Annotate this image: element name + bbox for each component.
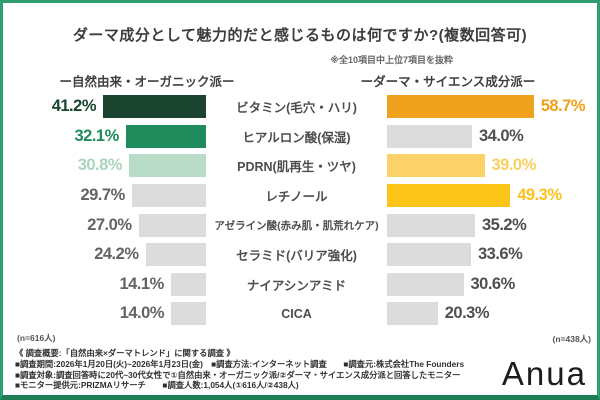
left-bar [170, 272, 206, 296]
left-percent-label: 27.0% [87, 215, 132, 234]
right-bar-cell: 39.0% [387, 154, 597, 178]
right-bar-cell: 34.0% [387, 124, 597, 148]
footer-line: ■モニター提供元:PRIZMAリサーチ ■調査人数:1,054人(①616人/②… [15, 380, 299, 391]
left-bar-cell: 27.0% [3, 213, 206, 237]
right-bar-cell: 30.6% [387, 272, 597, 296]
category-label: ビタミン(毛穴・ハリ) [236, 101, 357, 116]
right-percent-label: 30.6% [470, 274, 516, 293]
right-bar [387, 243, 471, 267]
top7-note: ※全10項目中上位7項目を抜粋 [330, 55, 453, 65]
chart-row: 41.2% ビタミン(毛穴・ハリ) 58.7% [3, 92, 597, 122]
right-bar-cell: 49.3% [387, 184, 597, 208]
right-group-header: ーダーマ・サイエンス成分派ー [360, 75, 536, 89]
right-bar-cell: 20.3% [387, 302, 597, 326]
chart-row: 29.7% レチノール 49.3% [3, 181, 597, 211]
left-bar-cell: 24.2% [3, 243, 206, 267]
left-bar [138, 213, 206, 237]
left-percent-label: 32.1% [74, 126, 119, 145]
footer-line: ■調査期間:2026年1月20日(火)~2026年1月23日(金) ■調査方法:… [15, 358, 465, 369]
right-percent-label: 35.2% [482, 215, 527, 234]
left-bar [125, 124, 206, 148]
right-bar-cell: 58.7% [387, 95, 597, 119]
page-title: ダーマ成分として魅力的だと感じるものは何ですか?(複数回答可) [72, 27, 528, 44]
left-bar-cell: 30.8% [3, 154, 206, 178]
left-bar-cell: 14.1% [3, 272, 206, 296]
category-label: CICA [281, 306, 312, 321]
right-sample-size-label: (n=438人) [552, 334, 592, 344]
left-bar [145, 243, 206, 267]
right-bar [387, 272, 464, 296]
left-bar-cell: 29.7% [3, 184, 206, 208]
right-bar [387, 154, 485, 178]
right-bar [387, 124, 472, 148]
left-percent-label: 14.1% [119, 274, 164, 293]
footer-line: ■調査対象:調査回答時に20代~30代女性で①自然由来・オーガニック派/②ダーマ… [15, 369, 461, 380]
chart-row: 32.1% ヒアルロン酸(保湿) 34.0% [3, 122, 597, 152]
left-bar [129, 154, 206, 178]
right-percent-label: 58.7% [540, 97, 586, 116]
chart-row: 24.2% セラミド(バリア強化) 33.6% [3, 240, 597, 270]
right-percent-label: 39.0% [491, 156, 537, 175]
left-bar [131, 184, 206, 208]
mirrored-bar-chart: 41.2% ビタミン(毛穴・ハリ) 58.7% 32.1% ヒアルロン酸(保湿)… [3, 92, 597, 329]
category-label: セラミド(バリア強化) [236, 249, 357, 264]
left-bar-cell: 32.1% [3, 124, 206, 148]
left-bar-cell: 14.0% [3, 302, 206, 326]
right-bar [387, 213, 475, 237]
left-bar [103, 95, 206, 119]
right-percent-label: 49.3% [517, 186, 562, 205]
category-label: ヒアルロン酸(保湿) [242, 130, 351, 145]
left-percent-label: 24.2% [94, 245, 139, 264]
left-percent-label: 14.0% [119, 304, 165, 323]
chart-row: 30.8% PDRN(肌再生・ツヤ) 39.0% [3, 151, 597, 181]
left-percent-label: 41.2% [51, 97, 97, 116]
left-bar-cell: 41.2% [3, 95, 206, 119]
right-bar-cell: 35.2% [387, 213, 597, 237]
right-bar [387, 95, 534, 119]
left-percent-label: 30.8% [77, 156, 123, 175]
right-percent-label: 34.0% [479, 126, 524, 145]
category-label: アゼライン酸(赤み肌・肌荒れケア) [214, 219, 379, 232]
right-bar [387, 184, 511, 208]
left-percent-label: 29.7% [80, 186, 125, 205]
category-label: レチノール [265, 190, 328, 205]
anua-logo: Anua [501, 355, 587, 392]
left-bar [171, 302, 206, 326]
chart-row: 27.0% アゼライン酸(赤み肌・肌荒れケア) 35.2% [3, 210, 597, 240]
footer-line: 《 調査概要:「自然由来×ダーマトレンド」に関する調査 》 [15, 348, 235, 358]
right-bar-cell: 33.6% [387, 243, 597, 267]
right-bar [387, 302, 438, 326]
category-label: ナイアシンアミド [246, 278, 347, 293]
category-label: PDRN(肌再生・ツヤ) [237, 160, 356, 175]
chart-row: 14.0% CICA 20.3% [3, 299, 597, 329]
right-percent-label: 20.3% [444, 304, 490, 323]
left-sample-size-label: (n=616人) [17, 333, 56, 343]
left-group-header: ー自然由来・オーガニック派ー [59, 75, 235, 89]
survey-details-footer: 《 調査概要:「自然由来×ダーマトレンド」に関する調査 》 ■調査期間:2026年… [15, 348, 485, 391]
right-percent-label: 33.6% [478, 245, 523, 264]
chart-row: 14.1% ナイアシンアミド 30.6% [3, 270, 597, 300]
